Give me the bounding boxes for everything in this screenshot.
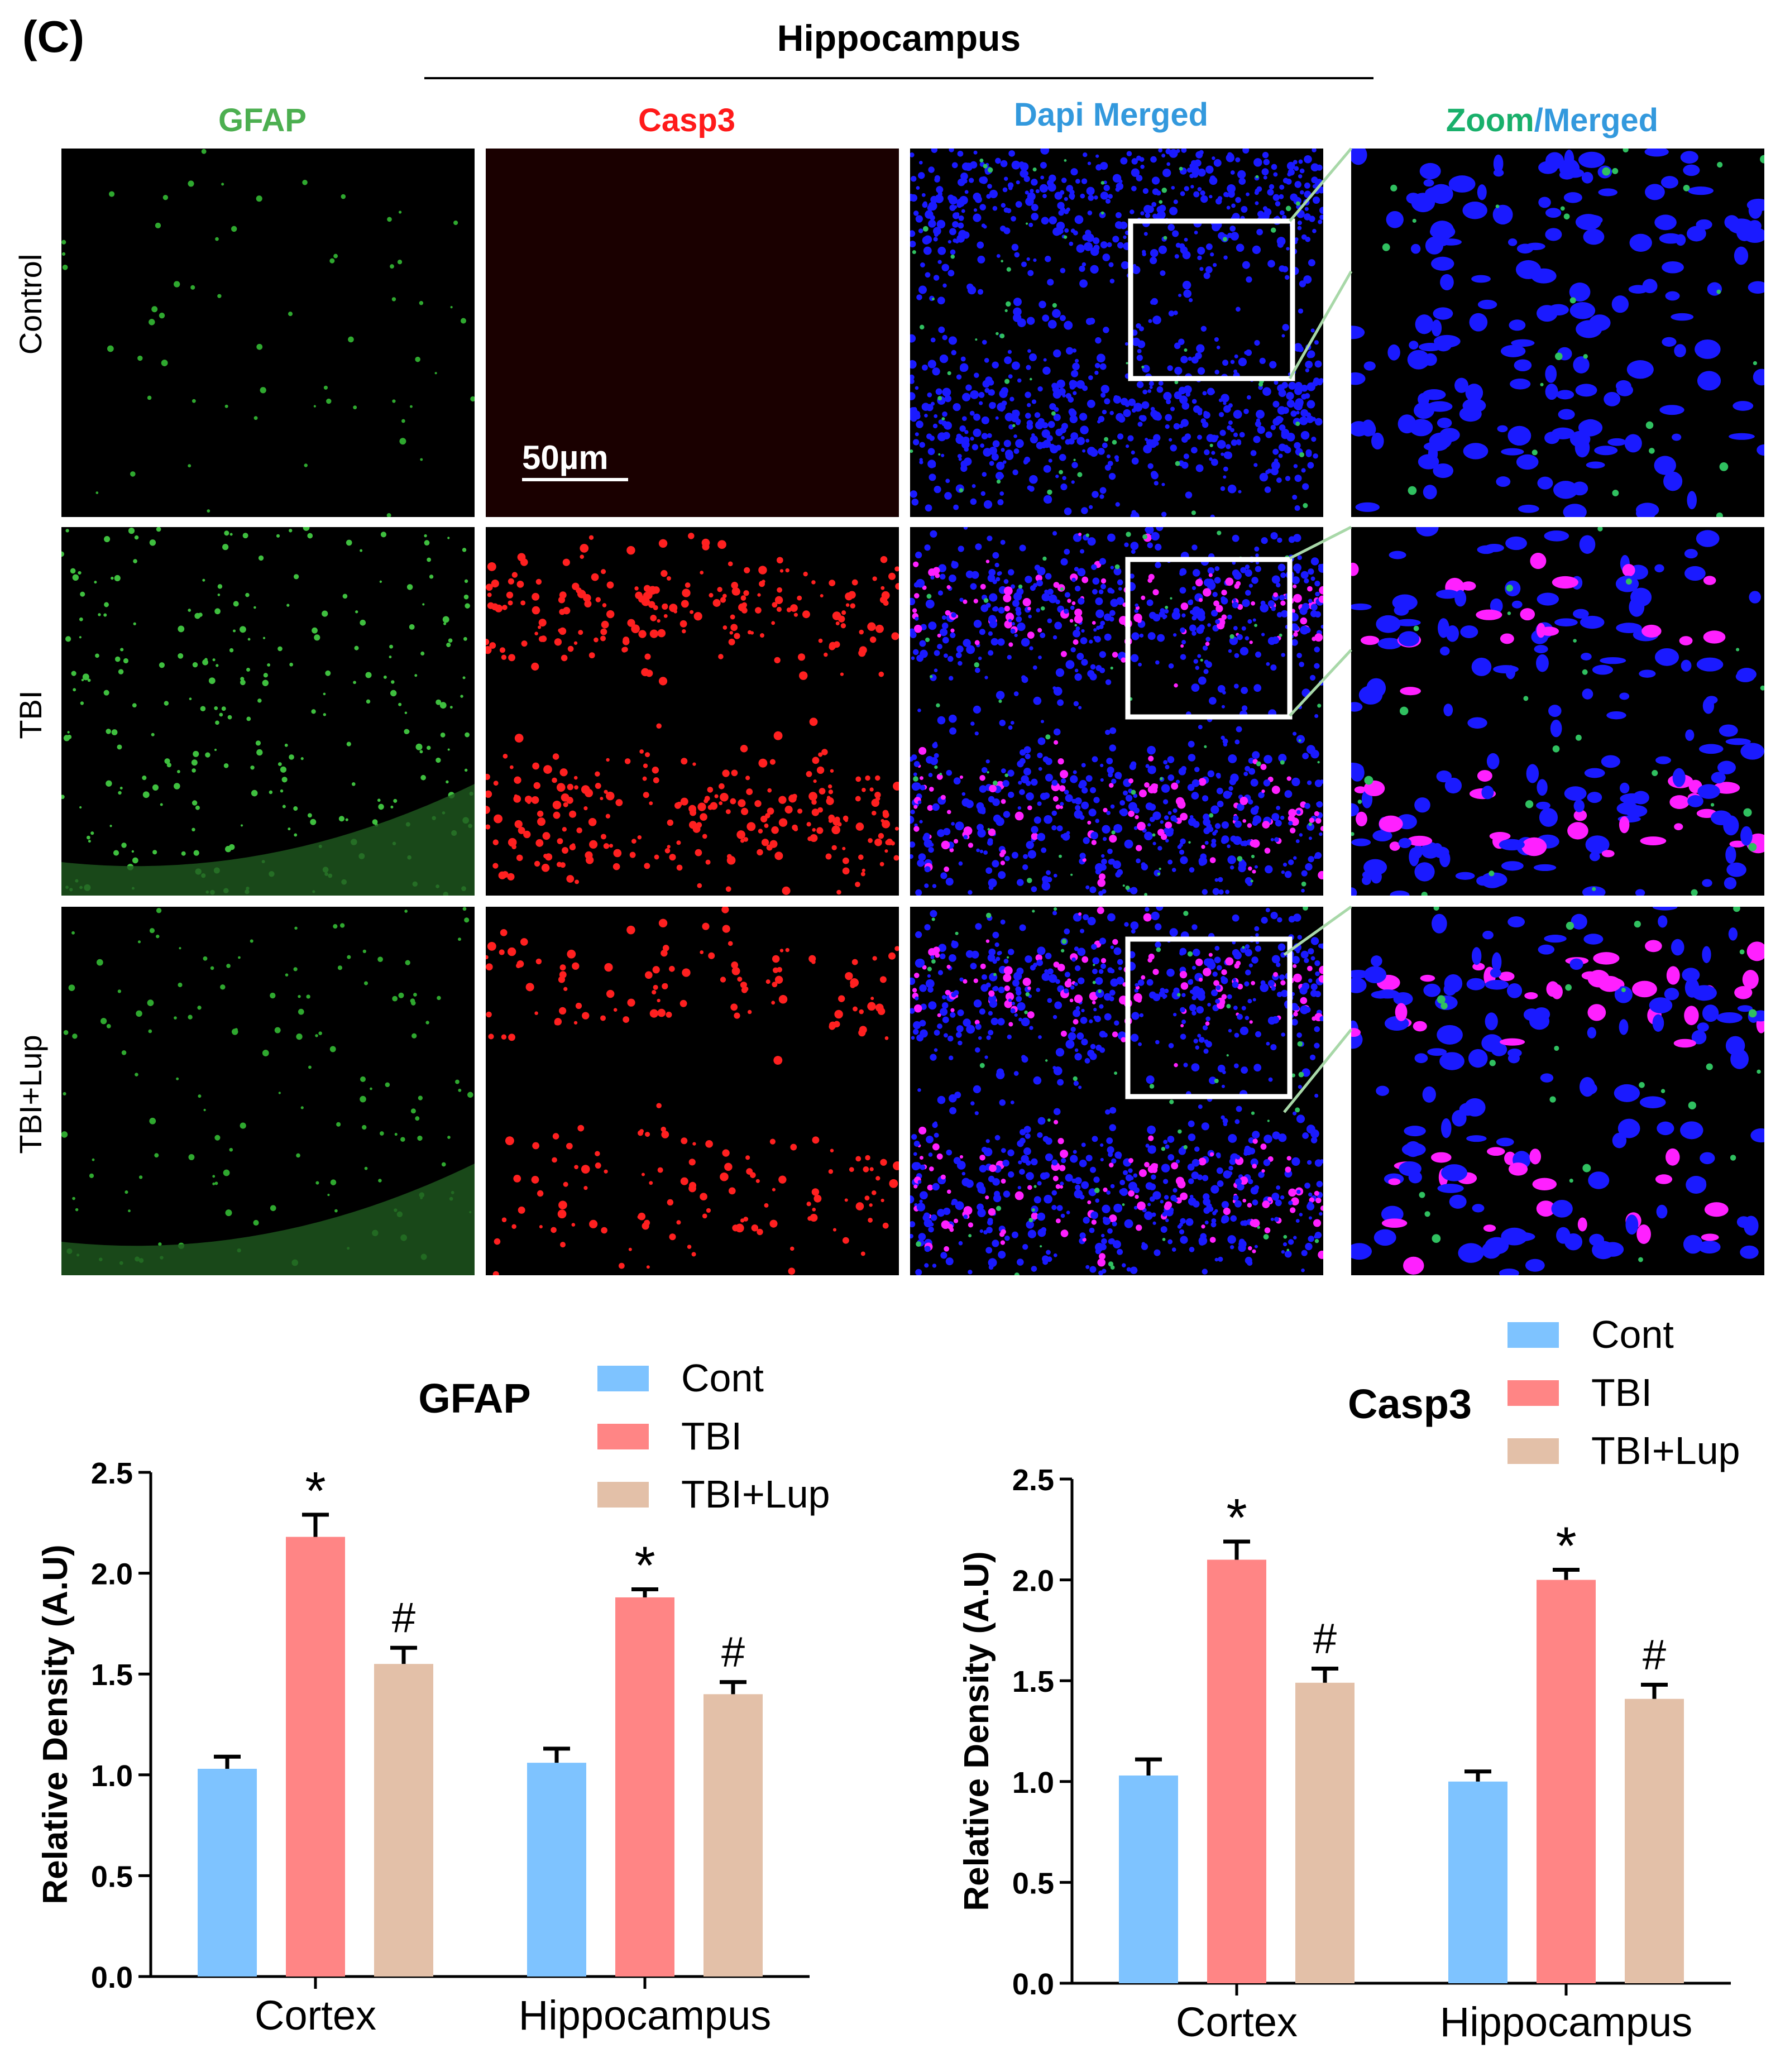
- section-title: Hippocampus: [703, 17, 1094, 59]
- y-tick-label: 2.0: [91, 1558, 133, 1591]
- column-label-casp3: Casp3: [491, 102, 882, 139]
- micrograph-tbi-dapi-merged: [910, 527, 1323, 896]
- significance-mark: #: [1643, 1631, 1666, 1678]
- bar-tbi-lup-cortex: [374, 1664, 433, 1977]
- y-axis-label: Relative Density (A.U): [36, 1544, 75, 1904]
- legend-swatch: [597, 1482, 649, 1508]
- section-divider: [424, 77, 1373, 79]
- y-tick-label: 1.5: [91, 1658, 133, 1692]
- y-tick-label: 1.5: [1012, 1665, 1054, 1698]
- casp3-chart: 0.0 0.5 1.0 1.5 2.0 2.5 Relative Density (A.U)…: [882, 1284, 1766, 2072]
- legend-label: TBI: [681, 1414, 742, 1458]
- bar-tbi-cortex: [1207, 1559, 1266, 1983]
- bar-tbi-hippocampus: [615, 1597, 674, 1977]
- legend-label: TBI+Lup: [681, 1472, 830, 1516]
- micrograph-tbi-casp3: [486, 527, 899, 896]
- micrograph-tbi-lup-casp3: [486, 907, 899, 1275]
- bar-cont-hippocampus: [527, 1763, 586, 1977]
- merged-label: /Merged: [1534, 102, 1658, 138]
- y-tick-label: 0.0: [1012, 1968, 1054, 2001]
- y-tick-label: 0.5: [91, 1860, 133, 1893]
- significance-mark: *: [1556, 1516, 1576, 1576]
- significance-mark: #: [1313, 1615, 1337, 1663]
- bar-tbi-hippocampus: [1537, 1580, 1596, 1983]
- bar-tbi-lup-cortex: [1295, 1683, 1355, 1983]
- micrograph-tbi-zoom-merged: [1351, 527, 1764, 896]
- column-label-dapi-merged: Dapi Merged: [916, 96, 1306, 133]
- scale-bar: [522, 478, 628, 481]
- column-label-zoom-merged: Zoom/Merged: [1357, 102, 1748, 139]
- legend-label: Cont: [681, 1356, 764, 1400]
- legend-label: TBI: [1591, 1371, 1652, 1414]
- chart-title: Casp3: [1348, 1381, 1472, 1427]
- micrograph-control-zoom-merged: [1351, 149, 1764, 517]
- x-category-label: Hippocampus: [1440, 1999, 1692, 2045]
- bar-tbi-lup-hippocampus: [703, 1694, 763, 1977]
- bar-cont-cortex: [198, 1769, 257, 1977]
- chart-title: GFAP: [418, 1375, 530, 1422]
- y-axis-label: Relative Density (A.U): [958, 1551, 996, 1911]
- x-category-label: Hippocampus: [519, 1992, 771, 2038]
- panel-letter: (C): [22, 11, 84, 63]
- bar-cont-hippocampus: [1448, 1782, 1507, 1983]
- micrograph-tbi-gfap: [61, 527, 475, 896]
- significance-mark: #: [721, 1629, 745, 1676]
- row-label-control: Control: [11, 204, 50, 405]
- significance-mark: *: [305, 1461, 326, 1521]
- y-tick-label: 2.5: [91, 1457, 133, 1490]
- y-tick-label: 1.0: [1012, 1766, 1054, 1800]
- y-tick-label: 0.0: [91, 1961, 133, 1994]
- legend-label: TBI+Lup: [1591, 1429, 1740, 1472]
- micrograph-control-dapi-merged: [910, 149, 1323, 517]
- y-tick-label: 2.5: [1012, 1463, 1054, 1497]
- micrograph-control-gfap: [61, 149, 475, 517]
- bar-cont-cortex: [1119, 1776, 1178, 1983]
- x-category-label: Cortex: [255, 1992, 376, 2038]
- y-tick-label: 0.5: [1012, 1867, 1054, 1900]
- row-label-tbi-lup: TBI+Lup: [11, 994, 50, 1195]
- bar-tbi-cortex: [286, 1537, 345, 1977]
- y-tick-label: 1.0: [91, 1759, 133, 1793]
- gfap-bar-chart: 0.0 0.5 1.0 1.5 2.0 2.5 Relative Density (A.U)…: [0, 1284, 882, 2069]
- zoom-label: Zoom: [1446, 102, 1534, 138]
- bar-tbi-lup-hippocampus: [1625, 1699, 1684, 1983]
- micrograph-tbi-lup-dapi-merged: [910, 907, 1323, 1275]
- micrograph-tbi-lup-gfap: [61, 907, 475, 1275]
- x-category-label: Cortex: [1176, 1999, 1298, 2045]
- scale-bar-label: 50µm: [522, 438, 609, 477]
- row-label-tbi: TBI: [11, 614, 50, 815]
- significance-mark: *: [1226, 1488, 1247, 1548]
- legend-swatch: [1507, 1438, 1559, 1464]
- casp3-bar-chart: 0.0 0.5 1.0 1.5 2.0 2.5 Relative Density (A.U)…: [882, 1284, 1766, 2069]
- legend-swatch: [597, 1424, 649, 1449]
- y-tick-label: 2.0: [1012, 1564, 1054, 1598]
- legend-swatch: [597, 1366, 649, 1391]
- gfap-chart: 0.0 0.5 1.0 1.5 2.0 2.5 Relative Density (A.U)…: [0, 1284, 882, 2072]
- significance-mark: #: [392, 1594, 415, 1642]
- significance-mark: *: [634, 1535, 655, 1595]
- legend-label: Cont: [1591, 1313, 1674, 1356]
- column-label-gfap: GFAP: [67, 102, 458, 139]
- legend-swatch: [1507, 1380, 1559, 1406]
- micrograph-tbi-lup-zoom-merged: [1351, 907, 1764, 1275]
- legend-swatch: [1507, 1322, 1559, 1348]
